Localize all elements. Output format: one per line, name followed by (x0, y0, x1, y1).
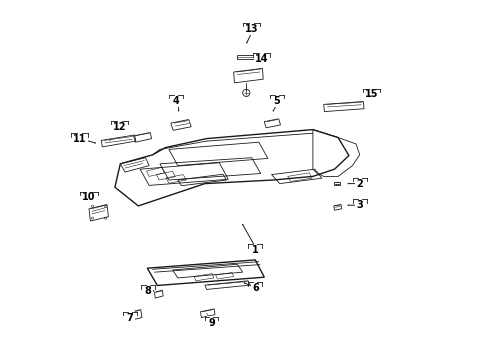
Text: 13: 13 (244, 24, 258, 34)
Text: 2: 2 (356, 179, 362, 189)
Text: 12: 12 (112, 122, 126, 132)
Text: 6: 6 (251, 283, 258, 293)
Text: 1: 1 (251, 245, 258, 255)
Text: 8: 8 (144, 286, 151, 296)
Text: 7: 7 (126, 312, 133, 323)
Text: 11: 11 (73, 134, 86, 144)
Text: 3: 3 (356, 200, 362, 210)
Text: 9: 9 (207, 318, 214, 328)
Text: 10: 10 (82, 192, 96, 202)
Text: 14: 14 (255, 54, 268, 64)
Text: 4: 4 (172, 96, 179, 106)
Text: 5: 5 (273, 96, 280, 106)
Bar (333, 182, 339, 185)
Text: 15: 15 (364, 89, 377, 99)
